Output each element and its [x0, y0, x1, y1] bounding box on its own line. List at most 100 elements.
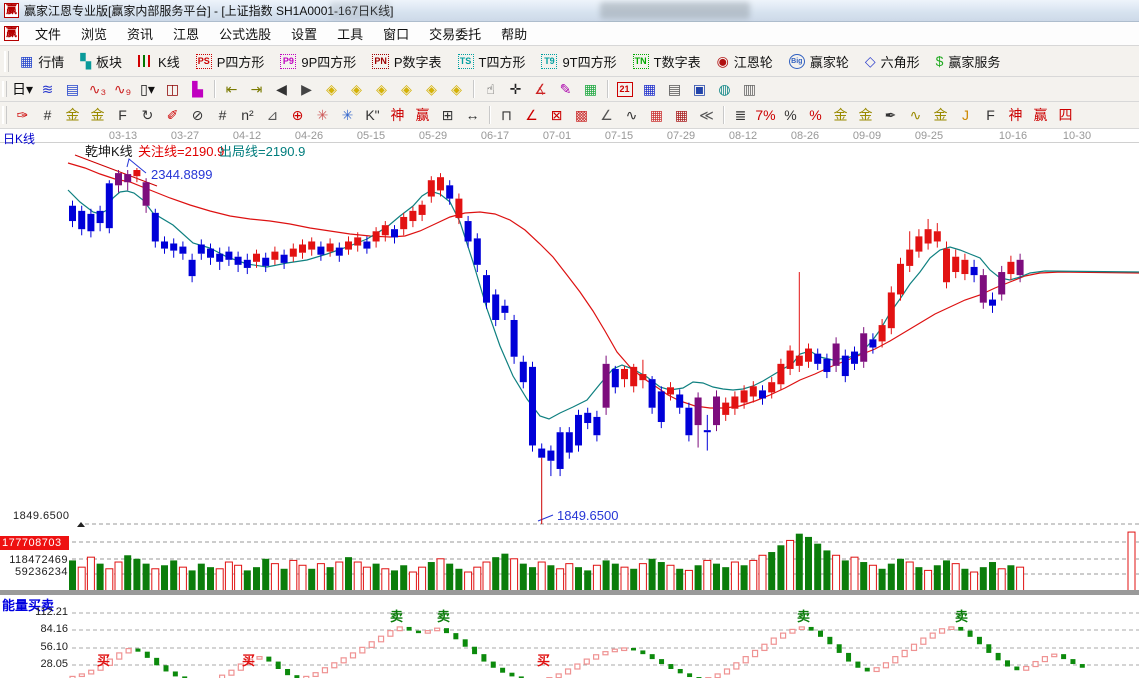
period-day-dropdown[interactable]: 日▾ [11, 81, 34, 97]
workstation-icon[interactable]: ▥ [742, 80, 757, 97]
gold-wave-icon[interactable]: ∿ [909, 106, 922, 123]
green-grid-icon[interactable]: ▦ [583, 80, 598, 97]
gold-ring-icon[interactable]: 金 [833, 107, 848, 123]
last-page-button[interactable]: ⇥ [250, 80, 263, 97]
red-grid-box1-icon[interactable]: ▦ [649, 106, 664, 123]
menu-item-7[interactable]: 窗口 [383, 27, 410, 42]
k-quote-icon[interactable]: K" [365, 107, 380, 123]
color-histogram-icon[interactable]: ▙ [192, 80, 203, 97]
menu-item-6[interactable]: 工具 [337, 27, 364, 42]
pct7-icon[interactable]: 7% [755, 107, 776, 123]
calendar-21-icon[interactable]: 21 [612, 79, 637, 100]
box-tool-icon[interactable]: ⊓ [501, 106, 512, 123]
menu-item-8[interactable]: 交易委托 [429, 27, 482, 42]
first-page-button[interactable]: ⇤ [225, 80, 238, 97]
zigzag-tool-icon[interactable]: ≋ [41, 80, 54, 97]
red-brush-icon[interactable]: ✐ [166, 106, 179, 123]
toolbar-grip[interactable] [4, 50, 9, 72]
menu-item-4[interactable]: 公式选股 [219, 27, 272, 42]
winner-service-button[interactable]: $ 赢家服务 [928, 50, 1009, 73]
candle-dropdown[interactable]: ▯▾ [140, 80, 155, 97]
net-sync-icon[interactable]: ◍ [718, 80, 731, 97]
double-fan-icon[interactable]: ≪ [699, 106, 714, 123]
pct-line-icon[interactable]: % [809, 107, 822, 123]
shen-angle-icon[interactable]: 神 [1008, 107, 1023, 123]
ying-angle-icon[interactable]: 赢 [1033, 107, 1048, 123]
menu-item-2[interactable]: 资讯 [127, 27, 154, 42]
p-square-button[interactable]: PS P四方形 [188, 50, 273, 73]
date-tick: 09-25 [914, 130, 944, 142]
info-doc-icon[interactable]: ▤ [65, 80, 80, 97]
width-arrows-icon[interactable]: ↔ [465, 107, 480, 123]
shen-grid-icon[interactable]: 神 [390, 107, 405, 123]
quotes-grid-button[interactable]: ▦ 行情 [12, 50, 72, 73]
9t-square-button[interactable]: T9 9T四方形 [533, 50, 624, 73]
menu-item-3[interactable]: 江恩 [173, 27, 200, 42]
si-angle-icon[interactable]: 四 [1058, 107, 1073, 123]
menu-item-9[interactable]: 帮助 [501, 27, 528, 42]
pane-divider[interactable] [0, 590, 1139, 595]
sectors-button[interactable]: ▚ 板块 [72, 50, 130, 73]
ruler-steps-icon[interactable]: ≣ [734, 106, 747, 123]
spiral-icon[interactable]: ↻ [141, 106, 154, 123]
expand-h-icon[interactable]: ◈ [376, 80, 387, 97]
save-floppy-icon[interactable]: ▣ [692, 80, 707, 97]
next-button[interactable]: ▶ [301, 80, 312, 97]
red-fan-icon[interactable]: ∠ [525, 106, 538, 123]
red-fan-box-icon[interactable]: ⊠ [550, 106, 563, 123]
wave-tool-icon[interactable]: ∿ [625, 106, 638, 123]
red-target-icon[interactable]: ⊕ [291, 106, 304, 123]
zoom-in-h-icon[interactable]: ◈ [351, 80, 362, 97]
gold-jin1-icon[interactable]: 金 [65, 107, 80, 123]
red-web-box-icon[interactable]: ▩ [574, 106, 589, 123]
calc-table-icon[interactable]: ▦ [642, 80, 657, 97]
hexagon-button[interactable]: ◇ 六角形 [857, 50, 928, 73]
compress-all-icon[interactable]: ◈ [451, 80, 462, 97]
zoom-out-h-icon[interactable]: ◈ [326, 80, 337, 97]
prev-button[interactable]: ◀ [276, 80, 287, 97]
toolbar-grip[interactable] [2, 80, 7, 98]
flag-icon[interactable]: ⊿ [266, 106, 279, 123]
angle-measure-icon[interactable]: ∡ [534, 80, 547, 97]
menu-item-5[interactable]: 设置 [291, 27, 318, 42]
grid-123-icon[interactable]: ⊞ [441, 106, 454, 123]
red-grid-box2-icon[interactable]: ▦ [674, 106, 689, 123]
f-angle-icon[interactable]: F [986, 107, 995, 123]
magenta-tool-icon[interactable]: ✎ [559, 80, 572, 97]
n2-icon[interactable]: n² [241, 107, 254, 123]
p-digit-table-button[interactable]: PN P数字表 [364, 50, 449, 73]
circle-scale-icon[interactable]: ⊘ [191, 106, 204, 123]
grid-comb-icon[interactable]: # [43, 107, 52, 123]
web-blue-icon[interactable]: ✳ [341, 106, 354, 123]
candle-pen-icon[interactable]: ✒ [884, 106, 897, 123]
compress-h-icon[interactable]: ◈ [401, 80, 412, 97]
kline-button[interactable]: K线 [130, 50, 188, 73]
toolbar-grip[interactable] [2, 105, 7, 125]
gann-wheel-button[interactable]: ◉ 江恩轮 [709, 50, 781, 73]
notes-icon[interactable]: ▤ [667, 80, 682, 97]
pen-fan-icon[interactable]: ∠ [600, 106, 613, 123]
winner-wheel-button[interactable]: Big 赢家轮 [781, 50, 857, 73]
pct-icon[interactable]: % [784, 107, 797, 123]
gold-jin2-icon[interactable]: 金 [90, 107, 105, 123]
menu-item-0[interactable]: 文件 [35, 27, 62, 42]
crosshair-icon[interactable]: ✛ [509, 80, 522, 97]
gold-line-icon[interactable]: 金 [858, 107, 873, 123]
web-red-icon[interactable]: ✳ [316, 106, 329, 123]
chart3-icon[interactable]: ∿₃ [88, 80, 107, 97]
pan-hand-icon[interactable]: ☝ [486, 80, 495, 97]
t-digit-table-button[interactable]: TN T数字表 [625, 50, 709, 73]
red-pen-icon[interactable]: ✑ [16, 106, 29, 123]
menu-item-1[interactable]: 浏览 [81, 27, 108, 42]
comb2-icon[interactable]: # [218, 107, 227, 123]
gold-angle-icon[interactable]: 金 [933, 107, 948, 123]
ying-grid-icon[interactable]: 赢 [415, 107, 430, 123]
j-angle-icon[interactable]: J [962, 107, 969, 123]
t-square-button[interactable]: TS T四方形 [450, 50, 534, 73]
chart9-icon[interactable]: ∿₉ [113, 80, 132, 97]
f-grid-icon[interactable]: F [118, 107, 127, 123]
expand-all-icon[interactable]: ◈ [426, 80, 437, 97]
9p-square-button[interactable]: P9 9P四方形 [272, 50, 364, 73]
pattern-box-icon[interactable]: ◫ [165, 80, 180, 97]
